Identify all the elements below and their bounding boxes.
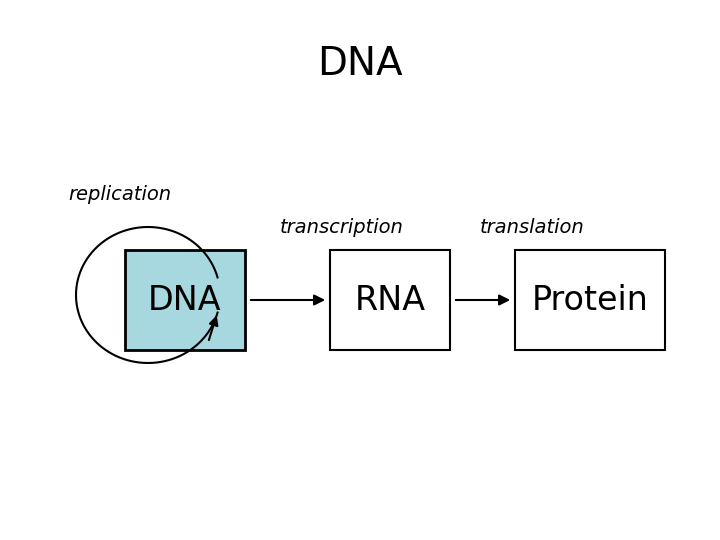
Text: RNA: RNA bbox=[354, 284, 426, 316]
FancyBboxPatch shape bbox=[515, 250, 665, 350]
Text: DNA: DNA bbox=[148, 284, 222, 316]
FancyBboxPatch shape bbox=[330, 250, 450, 350]
Text: DNA: DNA bbox=[318, 45, 402, 83]
Text: translation: translation bbox=[480, 218, 585, 237]
Text: Protein: Protein bbox=[531, 284, 649, 316]
Text: replication: replication bbox=[68, 185, 171, 204]
Text: transcription: transcription bbox=[280, 218, 404, 237]
FancyBboxPatch shape bbox=[125, 250, 245, 350]
